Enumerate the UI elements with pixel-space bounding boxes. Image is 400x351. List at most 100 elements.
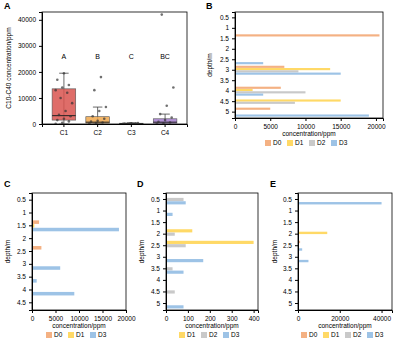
- panel-title: B: [206, 1, 213, 11]
- tick-label: 40000: [18, 16, 36, 23]
- tick: 4.5: [151, 288, 166, 295]
- tick-mark: [232, 49, 235, 50]
- y-axis-title: depth/m: [271, 240, 279, 264]
- tick-mark: [29, 238, 32, 239]
- tick-label: 1.5: [151, 219, 160, 226]
- axis-line: [39, 13, 43, 125]
- tick: 3.5: [283, 265, 298, 272]
- point: [68, 84, 71, 87]
- tick: 4: [225, 87, 235, 94]
- tick-label: 1.5: [283, 219, 292, 226]
- tick-label: 1.5: [220, 35, 229, 42]
- tick: 40000: [18, 16, 42, 23]
- bar: [32, 220, 39, 224]
- tick: 3: [156, 253, 166, 260]
- plot-frame: [235, 12, 383, 118]
- point: [56, 78, 59, 81]
- tick-label: 2: [22, 235, 26, 242]
- bar: [298, 232, 327, 234]
- tick-mark: [131, 124, 132, 127]
- tick-mark: [163, 268, 166, 269]
- point: [66, 91, 69, 94]
- bar: [235, 108, 270, 110]
- tick-mark: [39, 46, 42, 47]
- tick-label: 400: [249, 315, 260, 322]
- tick-label: 5: [225, 108, 229, 115]
- point: [169, 121, 172, 124]
- tick-mark: [382, 310, 383, 313]
- point: [100, 76, 103, 79]
- point: [137, 122, 140, 124]
- tick-mark: [295, 245, 298, 246]
- point: [160, 13, 163, 16]
- tick: C3: [127, 124, 136, 136]
- tick-mark: [163, 199, 166, 200]
- legend-label: D0: [54, 331, 63, 338]
- tick-label: 20000: [18, 68, 36, 75]
- tick-mark: [79, 310, 80, 313]
- tick-mark: [29, 289, 32, 290]
- tick-label: 1: [156, 207, 160, 214]
- x-axis: C1C2C3C4: [43, 124, 188, 136]
- bar: [166, 229, 192, 232]
- bar: [32, 246, 41, 250]
- point: [54, 122, 57, 124]
- tick-label: 3: [288, 253, 292, 260]
- tick: 3: [22, 260, 32, 267]
- tick-label: 3.5: [151, 265, 160, 272]
- legend-swatch: [265, 140, 271, 146]
- point: [96, 120, 99, 123]
- tick-label: 4.5: [220, 98, 229, 105]
- legend: D0D1D2D3: [301, 331, 384, 338]
- tick: 4.5: [17, 299, 32, 306]
- whisker-cap: [59, 73, 68, 74]
- tick: 10000: [70, 310, 88, 322]
- tick: 4.5: [283, 288, 298, 295]
- tick-mark: [295, 291, 298, 292]
- legend-swatch: [179, 332, 185, 338]
- whisker: [97, 107, 98, 124]
- median: [52, 115, 76, 116]
- tick: 2: [288, 230, 298, 237]
- bar: [235, 68, 330, 70]
- tick-mark: [39, 20, 42, 21]
- box: [120, 122, 144, 124]
- tick-mark: [39, 98, 42, 99]
- tick-mark: [295, 211, 298, 212]
- bar: [298, 202, 382, 204]
- tick-label: 30000: [18, 42, 36, 49]
- series: [32, 220, 41, 249]
- point: [123, 122, 126, 124]
- tick-label: 3.5: [17, 273, 26, 280]
- axis-line: [163, 194, 167, 311]
- tick: 2.5: [220, 56, 235, 63]
- legend-label: D0: [273, 139, 282, 146]
- y-axis: 0.511.522.533.544.5: [17, 194, 33, 311]
- tick-label: 2.5: [151, 242, 160, 249]
- y-axis-title: depth/m: [4, 240, 12, 264]
- tick: 5: [156, 300, 166, 307]
- tick-mark: [163, 280, 166, 281]
- box: [153, 13, 177, 124]
- legend-label: D1: [187, 331, 196, 338]
- legend-swatch: [345, 332, 351, 338]
- tick-mark: [29, 225, 32, 226]
- legend-swatch: [46, 332, 52, 338]
- legend-swatch: [331, 140, 337, 146]
- tick-label: 1: [288, 207, 292, 214]
- point: [58, 114, 61, 117]
- tick: C2: [93, 124, 102, 136]
- tick-mark: [29, 277, 32, 278]
- tick: 4: [156, 276, 166, 283]
- tick-mark: [295, 303, 298, 304]
- tick: 1: [288, 207, 298, 214]
- point: [165, 104, 168, 107]
- panel-title: E: [270, 179, 276, 189]
- tick-label: 10000: [18, 95, 36, 102]
- point: [170, 116, 173, 119]
- tick-mark: [163, 234, 166, 235]
- tick: 1.5: [17, 222, 32, 229]
- tick-label: 15000: [94, 315, 112, 322]
- point: [56, 119, 59, 122]
- bar: [235, 91, 305, 93]
